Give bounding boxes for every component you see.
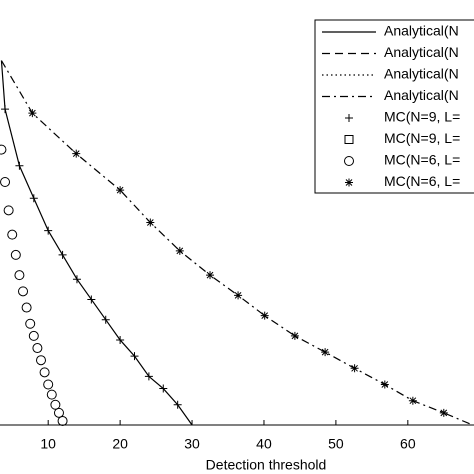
marker — [15, 161, 24, 170]
marker — [345, 114, 353, 122]
marker — [1, 105, 10, 114]
marker — [130, 352, 139, 361]
marker — [53, 407, 64, 418]
marker — [345, 178, 353, 187]
marker — [57, 415, 68, 426]
marker — [28, 330, 39, 341]
marker — [3, 205, 14, 216]
marker — [10, 249, 21, 260]
legend-label: MC(N=9, L= — [384, 109, 460, 125]
marker — [144, 372, 153, 381]
series-line — [0, 60, 473, 426]
legend-label: Analytical(N — [384, 23, 459, 39]
marker — [44, 226, 53, 235]
marker — [72, 149, 81, 158]
marker — [25, 318, 36, 329]
x-tick-label: 30 — [184, 436, 200, 452]
marker — [206, 271, 215, 280]
marker — [344, 156, 354, 166]
marker — [159, 384, 168, 393]
marker — [0, 177, 11, 187]
x-tick-label: 20 — [112, 436, 128, 452]
marker — [46, 389, 57, 400]
x-axis-label: Detection threshold — [206, 457, 327, 473]
marker — [380, 380, 389, 389]
marker — [101, 315, 110, 324]
marker — [87, 295, 96, 304]
marker — [173, 400, 182, 409]
marker — [7, 229, 18, 240]
marker — [58, 250, 67, 259]
marker — [18, 286, 29, 297]
marker — [408, 396, 417, 405]
marker — [439, 408, 448, 417]
legend-label: Analytical(N — [384, 87, 459, 103]
marker — [350, 364, 359, 373]
legend: Analytical(N Analytical(N Analytical(N Anal… — [314, 19, 474, 194]
marker — [72, 275, 81, 284]
marker — [290, 331, 299, 340]
marker — [29, 194, 38, 203]
legend-label: MC(N=6, L= — [384, 152, 460, 168]
marker — [50, 399, 61, 410]
legend-label: Analytical(N — [384, 66, 459, 82]
marker — [321, 348, 330, 357]
legend-label: MC(N=9, L= — [384, 130, 460, 146]
marker — [0, 144, 7, 155]
marker — [32, 343, 43, 354]
marker — [39, 367, 50, 378]
legend-box — [314, 19, 474, 194]
marker — [234, 291, 243, 300]
x-tick-label: 50 — [328, 436, 344, 452]
marker — [28, 109, 37, 118]
x-tick-label: 60 — [400, 436, 416, 452]
marker — [21, 302, 32, 313]
marker — [43, 379, 54, 390]
marker — [260, 311, 269, 320]
legend-label: MC(N=6, L= — [384, 173, 460, 189]
marker — [344, 135, 354, 144]
x-tick-label: 10 — [40, 436, 56, 452]
marker — [116, 186, 125, 195]
marker — [175, 246, 184, 255]
marker — [146, 218, 155, 227]
marker — [14, 270, 25, 281]
marker — [35, 355, 46, 366]
x-tick-label: 40 — [256, 436, 272, 452]
marker — [116, 335, 125, 344]
legend-label: Analytical(N — [384, 44, 459, 60]
